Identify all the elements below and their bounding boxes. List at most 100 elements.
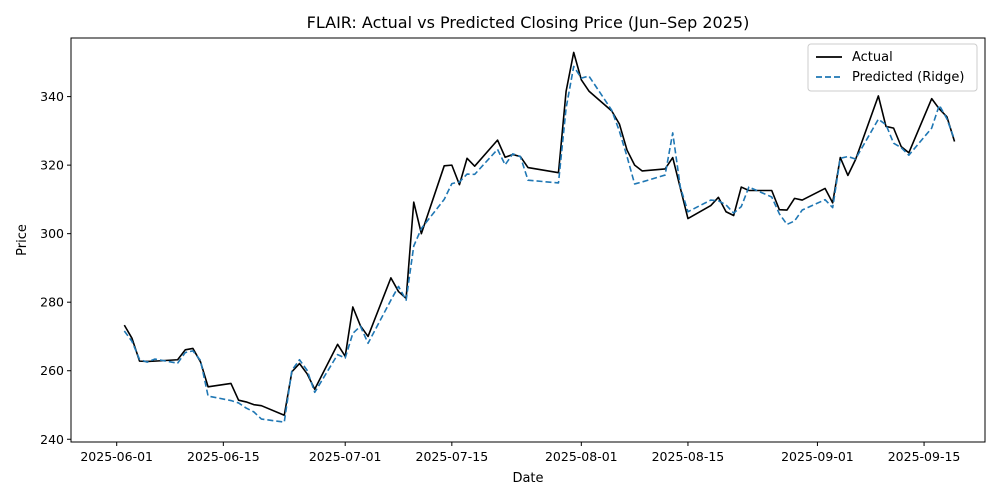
data-point-actual	[398, 291, 399, 292]
data-point-actual	[337, 344, 338, 345]
data-point-predicted-ridge	[185, 352, 186, 353]
y-tick-label: 340	[40, 89, 64, 104]
data-point-predicted-ridge	[139, 359, 140, 360]
data-point-predicted-ridge	[512, 153, 513, 154]
legend: Actual Predicted (Ridge)	[807, 43, 978, 92]
data-point-actual	[908, 152, 909, 153]
data-point-predicted-ridge	[124, 330, 125, 331]
data-point-actual	[672, 157, 673, 158]
data-point-predicted-ridge	[200, 360, 201, 361]
data-point-predicted-ridge	[939, 105, 940, 106]
data-point-actual	[208, 386, 209, 387]
data-point-actual	[421, 233, 422, 234]
data-point-predicted-ridge	[733, 213, 734, 214]
data-point-actual	[733, 215, 734, 216]
data-point-predicted-ridge	[611, 110, 612, 111]
series-layer	[123, 51, 956, 423]
data-point-predicted-ridge	[786, 224, 787, 225]
data-point-actual	[741, 186, 742, 187]
y-tick-label: 280	[40, 295, 64, 310]
y-tick-label: 240	[40, 432, 64, 447]
data-point-predicted-ridge	[307, 370, 308, 371]
x-tick-label: 2025-06-15	[187, 449, 260, 464]
data-point-actual	[832, 202, 833, 203]
data-point-actual	[192, 348, 193, 349]
data-point-predicted-ridge	[291, 370, 292, 371]
data-point-predicted-ridge	[367, 343, 368, 344]
data-point-actual	[200, 361, 201, 362]
data-point-actual	[299, 363, 300, 364]
data-point-predicted-ridge	[710, 199, 711, 200]
data-point-actual	[718, 197, 719, 198]
data-point-predicted-ridge	[261, 418, 262, 419]
data-point-actual	[573, 52, 574, 53]
data-point-actual	[565, 91, 566, 92]
data-point-predicted-ridge	[718, 200, 719, 201]
data-point-actual	[687, 218, 688, 219]
data-point-actual	[725, 211, 726, 212]
data-point-predicted-ridge	[352, 333, 353, 334]
data-point-actual	[466, 158, 467, 159]
data-point-predicted-ridge	[565, 108, 566, 109]
data-point-actual	[307, 373, 308, 374]
data-point-actual	[847, 175, 848, 176]
data-point-predicted-ridge	[680, 186, 681, 187]
data-point-predicted-ridge	[238, 402, 239, 403]
data-point-actual	[154, 361, 155, 362]
data-point-predicted-ridge	[192, 350, 193, 351]
data-point-predicted-ridge	[832, 207, 833, 208]
data-point-predicted-ridge	[421, 228, 422, 229]
data-point-actual	[786, 209, 787, 210]
x-tick-label: 2025-08-15	[652, 449, 725, 464]
data-point-predicted-ridge	[893, 143, 894, 144]
data-point-predicted-ridge	[824, 199, 825, 200]
data-point-actual	[802, 199, 803, 200]
data-point-predicted-ridge	[901, 147, 902, 148]
data-point-actual	[901, 146, 902, 147]
data-point-predicted-ridge	[573, 66, 574, 67]
data-point-predicted-ridge	[390, 300, 391, 301]
data-point-actual	[444, 165, 445, 166]
data-point-predicted-ridge	[527, 180, 528, 181]
data-point-actual	[824, 188, 825, 189]
data-point-predicted-ridge	[878, 119, 879, 120]
x-tick-label: 2025-06-01	[80, 449, 153, 464]
data-point-actual	[177, 359, 178, 360]
data-point-predicted-ridge	[474, 174, 475, 175]
data-point-actual	[634, 165, 635, 166]
data-point-predicted-ridge	[497, 149, 498, 150]
data-point-actual	[619, 123, 620, 124]
data-point-predicted-ridge	[672, 132, 673, 133]
legend-label-predicted: Predicted (Ridge)	[852, 70, 964, 85]
data-point-actual	[505, 157, 506, 158]
data-point-predicted-ridge	[581, 77, 582, 78]
data-point-predicted-ridge	[794, 220, 795, 221]
data-point-actual	[527, 167, 528, 168]
data-point-predicted-ridge	[253, 411, 254, 412]
data-point-actual	[367, 336, 368, 337]
x-tick-label: 2025-07-01	[309, 449, 382, 464]
data-point-actual	[710, 205, 711, 206]
data-point-predicted-ridge	[131, 341, 132, 342]
data-point-actual	[931, 98, 932, 99]
data-point-actual	[794, 198, 795, 199]
data-point-predicted-ridge	[444, 199, 445, 200]
data-point-actual	[779, 209, 780, 210]
data-point-predicted-ridge	[741, 206, 742, 207]
data-point-actual	[185, 349, 186, 350]
y-tick-label: 320	[40, 158, 64, 173]
data-point-predicted-ridge	[931, 128, 932, 129]
data-point-actual	[451, 165, 452, 166]
data-point-actual	[588, 91, 589, 92]
data-point-predicted-ridge	[360, 326, 361, 327]
data-point-actual	[771, 190, 772, 191]
x-tick-label: 2025-07-15	[416, 449, 489, 464]
data-point-actual	[474, 166, 475, 167]
data-point-actual	[390, 277, 391, 278]
data-point-predicted-ridge	[337, 354, 338, 355]
data-point-actual	[124, 325, 125, 326]
data-point-predicted-ridge	[840, 158, 841, 159]
data-point-predicted-ridge	[505, 164, 506, 165]
data-point-predicted-ridge	[642, 181, 643, 182]
data-point-predicted-ridge	[908, 155, 909, 156]
